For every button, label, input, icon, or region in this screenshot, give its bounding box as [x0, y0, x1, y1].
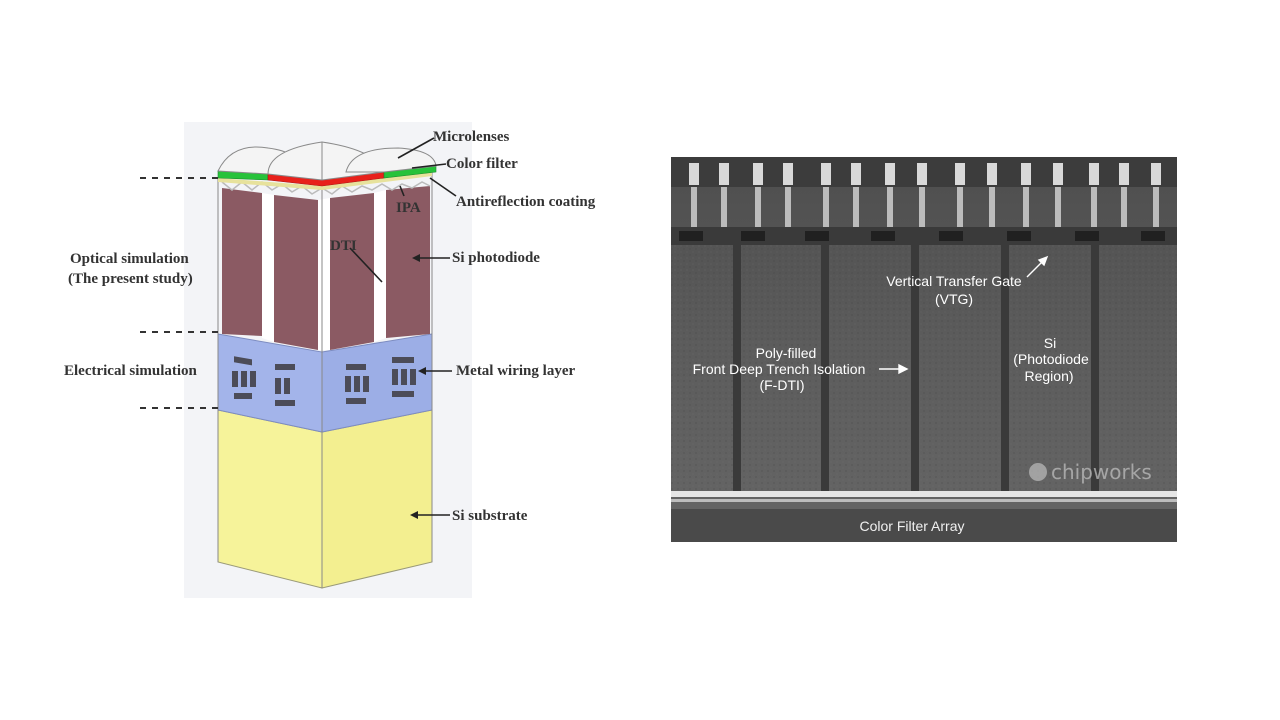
si-substrate-front-right	[321, 409, 433, 589]
si-substrate-front-left	[217, 409, 323, 589]
microlenses	[217, 141, 437, 181]
label-cfa: Color Filter Array	[859, 518, 964, 534]
pointer-arrowheads	[410, 254, 426, 519]
sem-cross-section-image: Vertical Transfer Gate (VTG) Poly-filled…	[671, 157, 1177, 542]
sem-contacts	[689, 163, 1161, 231]
sem-fdti-trenches	[733, 245, 1099, 491]
label-fdti-1: Poly-filled	[756, 345, 817, 361]
label-si-substrate: Si substrate	[452, 508, 528, 524]
label-optical-sim-1: Optical simulation	[70, 251, 189, 267]
sem-cfa-band	[671, 509, 1177, 542]
label-vtg-2: (VTG)	[935, 291, 973, 307]
dashed-guides	[140, 177, 218, 409]
sem-gate-features	[679, 231, 1165, 241]
label-microlenses: Microlenses	[433, 129, 510, 145]
label-si-photodiode: Si photodiode	[452, 250, 540, 266]
sem-gate-band	[671, 227, 1177, 245]
label-color-filter: Color filter	[446, 156, 518, 172]
metal-wires	[232, 356, 416, 406]
label-si-3: Region)	[1024, 368, 1073, 384]
ipa-structure	[221, 181, 431, 195]
label-optical-sim-2: (The present study)	[68, 271, 193, 287]
antireflection-coating	[218, 172, 432, 190]
stack-outline	[217, 172, 433, 588]
label-metal-wiring: Metal wiring layer	[456, 363, 575, 379]
label-si-1: Si	[1044, 335, 1056, 351]
chipworks-watermark: chipworks	[1029, 460, 1152, 484]
watermark-text: chipworks	[1051, 460, 1152, 484]
label-fdti-2: Front Deep Trench Isolation	[693, 361, 866, 377]
label-ipa: IPA	[396, 200, 421, 216]
sem-interface-line-2	[671, 499, 1177, 502]
label-si-2: (Photodiode	[1013, 351, 1089, 367]
label-electrical-sim: Electrical simulation	[64, 363, 198, 379]
sem-interface-line	[671, 491, 1177, 497]
sem-arrows	[879, 255, 1049, 375]
label-dti: DTI	[330, 238, 357, 254]
label-fdti-3: (F-DTI)	[759, 377, 804, 393]
photodiode-columns	[222, 186, 430, 350]
label-vtg-1: Vertical Transfer Gate	[886, 273, 1022, 289]
label-antireflection: Antireflection coating	[456, 194, 596, 210]
dti-trenches	[262, 190, 386, 350]
